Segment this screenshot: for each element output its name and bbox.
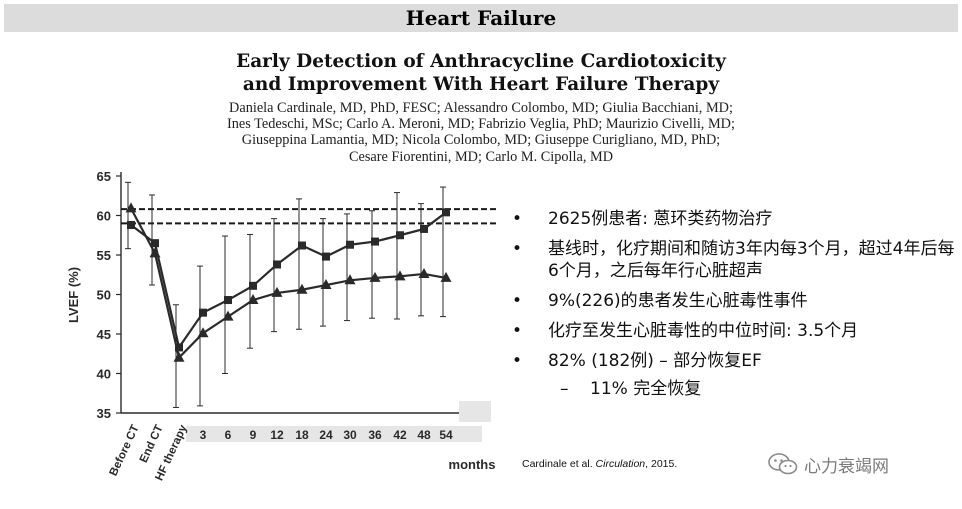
watermark-text: 心力衰竭网 bbox=[804, 456, 889, 477]
square-marker bbox=[127, 220, 135, 229]
square-marker bbox=[224, 296, 232, 305]
x-tick-label: 3 bbox=[200, 428, 207, 442]
bullet-item: • 基线时，化疗期间和随访3年内每3个月，超过4年后每6个月，之后每年行心脏超声 bbox=[512, 238, 957, 282]
section-banner: Heart Failure bbox=[4, 4, 958, 32]
x-tick-label: 30 bbox=[343, 428, 357, 442]
square-marker bbox=[442, 208, 450, 217]
sub-bullet-text: 11% 完全恢复 bbox=[590, 379, 702, 399]
triangle-marker bbox=[247, 294, 259, 305]
bullet-text: 9%(226)的患者发生心脏毒性事件 bbox=[548, 291, 808, 311]
x-tick-label: 24 bbox=[319, 428, 333, 442]
triangle-marker bbox=[197, 327, 209, 338]
square-marker bbox=[273, 260, 281, 269]
lvef-chart: 35 40 45 50 55 60 65 LVEF (%) Before CT End CT HF … bbox=[0, 160, 500, 505]
triangle-marker bbox=[271, 286, 283, 297]
sub-bullet-item: – 11% 完全恢复 bbox=[512, 378, 957, 400]
authors-line: Giuseppina Lamantia, MD; Nicola Colombo,… bbox=[241, 132, 721, 149]
paper-authors: Daniela Cardinale, MD, PhD, FESC; Alessa… bbox=[0, 100, 962, 165]
x-tick-label: 54 bbox=[439, 428, 453, 442]
triangle-marker bbox=[222, 310, 234, 321]
bullet-text: 2625例患者: 蒽环类药物治疗 bbox=[548, 209, 773, 229]
citation-year: , 2015. bbox=[645, 458, 678, 470]
triangle-marker bbox=[369, 271, 381, 282]
square-marker bbox=[175, 343, 183, 352]
triangle-marker bbox=[296, 283, 308, 294]
square-marker bbox=[346, 240, 354, 249]
triangle-marker bbox=[320, 279, 332, 290]
triangle-marker bbox=[394, 270, 406, 281]
square-marker bbox=[396, 231, 404, 240]
authors-line: Cesare Fiorentini, MD; Carlo M. Cipolla,… bbox=[348, 148, 614, 165]
bullet-text: 化疗至发生心脏毒性的中位时间: 3.5个月 bbox=[548, 321, 859, 341]
bullet-dot: • bbox=[512, 209, 523, 229]
paper-title: Early Detection of Anthracycline Cardiot… bbox=[0, 50, 962, 96]
bullet-item: • 9%(226)的患者发生心脏毒性事件 bbox=[512, 290, 957, 312]
x-tick-label: Before CT bbox=[108, 423, 142, 478]
banner-title: Heart Failure bbox=[405, 6, 557, 30]
y-tick-label: 60 bbox=[97, 209, 111, 224]
square-marker bbox=[249, 281, 257, 290]
x-tick-label: 18 bbox=[295, 428, 309, 442]
bullet-text: 82% (182例) – 部分恢复EF bbox=[548, 351, 762, 371]
bullet-dot: • bbox=[512, 321, 523, 341]
watermark: 心力衰竭网 bbox=[768, 452, 889, 477]
series-line bbox=[130, 211, 447, 351]
authors-line: Daniela Cardinale, MD, PhD, FESC; Alessa… bbox=[229, 100, 733, 116]
x-tick-label: 36 bbox=[368, 428, 382, 442]
bullet-list: • 2625例患者: 蒽环类药物治疗 • 基线时，化疗期间和随访3年内每3个月，… bbox=[512, 208, 957, 400]
y-axis-title: LVEF (%) bbox=[66, 267, 81, 323]
paper-title-line-2: and Improvement With Heart Failure Thera… bbox=[242, 74, 720, 95]
triangle-marker bbox=[418, 267, 430, 278]
x-tick-label: 42 bbox=[393, 428, 407, 442]
y-tick-label: 40 bbox=[97, 367, 111, 382]
y-tick-label: 65 bbox=[97, 169, 111, 184]
y-tick-label: 45 bbox=[97, 327, 111, 342]
citation-authors: Cardinale et al. bbox=[522, 458, 596, 470]
x-tick-label: 6 bbox=[225, 428, 232, 442]
bullet-dot: • bbox=[512, 239, 523, 259]
x-tick-label: 9 bbox=[250, 428, 257, 442]
axis-band bbox=[186, 426, 482, 442]
citation-journal: Circulation bbox=[595, 458, 646, 470]
bullet-text: 基线时，化疗期间和随访3年内每3个月，超过4年后每6个月，之后每年行心脏超声 bbox=[548, 239, 955, 281]
square-marker bbox=[420, 224, 428, 233]
square-marker bbox=[199, 308, 207, 317]
y-tick-label: 50 bbox=[97, 288, 111, 303]
triangle-marker bbox=[125, 202, 137, 213]
authors-line: Ines Tedeschi, MSc; Carlo A. Meroni, MD;… bbox=[227, 116, 735, 133]
citation: Cardinale et al. Circulation, 2015. bbox=[522, 458, 677, 470]
triangle-marker bbox=[344, 274, 356, 285]
paper-title-line-1: Early Detection of Anthracycline Cardiot… bbox=[236, 51, 726, 72]
y-tick-label: 55 bbox=[97, 248, 111, 263]
x-axis-title: months bbox=[449, 457, 496, 472]
series-line bbox=[130, 207, 447, 360]
square-marker bbox=[151, 239, 159, 248]
axis-band bbox=[459, 401, 491, 422]
square-marker bbox=[298, 241, 306, 250]
bullet-item: • 82% (182例) – 部分恢复EF bbox=[512, 350, 957, 372]
sub-bullet-dash: – bbox=[560, 379, 569, 399]
x-tick-label: 12 bbox=[270, 428, 284, 442]
triangle-marker bbox=[173, 351, 185, 362]
bullet-item: • 2625例患者: 蒽环类药物治疗 bbox=[512, 208, 957, 230]
x-tick-label: 48 bbox=[417, 428, 431, 442]
y-tick-label: 35 bbox=[97, 406, 111, 421]
triangle-marker bbox=[440, 271, 452, 282]
bullet-dot: • bbox=[512, 351, 523, 371]
square-marker bbox=[322, 252, 330, 261]
bullet-dot: • bbox=[512, 291, 523, 311]
wechat-icon bbox=[768, 453, 798, 475]
bullet-item: • 化疗至发生心脏毒性的中位时间: 3.5个月 bbox=[512, 320, 957, 342]
square-marker bbox=[371, 237, 379, 246]
